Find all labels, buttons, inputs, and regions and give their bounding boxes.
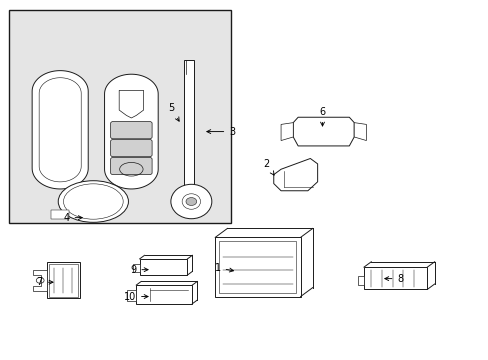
- Bar: [47, 262, 80, 298]
- Polygon shape: [32, 71, 88, 189]
- FancyBboxPatch shape: [110, 139, 152, 157]
- Ellipse shape: [182, 194, 200, 209]
- Polygon shape: [33, 270, 47, 291]
- Text: 4: 4: [63, 213, 82, 222]
- Bar: [140, 259, 187, 275]
- Bar: [49, 264, 78, 297]
- Text: 8: 8: [384, 274, 403, 284]
- Text: 3: 3: [206, 127, 235, 136]
- Polygon shape: [281, 123, 293, 140]
- Text: 9: 9: [130, 265, 148, 275]
- FancyBboxPatch shape: [110, 122, 152, 139]
- FancyBboxPatch shape: [110, 157, 152, 175]
- Polygon shape: [104, 74, 158, 189]
- Bar: [363, 267, 427, 289]
- Bar: [183, 60, 194, 185]
- Bar: [219, 241, 295, 293]
- Text: 1: 1: [214, 263, 233, 273]
- Bar: [9, 10, 231, 223]
- Text: 6: 6: [319, 107, 325, 126]
- Bar: [133, 264, 140, 272]
- Polygon shape: [293, 117, 353, 146]
- Text: 2: 2: [263, 159, 273, 175]
- Bar: [215, 237, 300, 297]
- Polygon shape: [273, 158, 317, 191]
- Bar: [357, 276, 363, 285]
- Text: 5: 5: [168, 103, 179, 121]
- Bar: [127, 290, 136, 301]
- Text: 10: 10: [123, 292, 148, 302]
- Polygon shape: [353, 123, 366, 140]
- Ellipse shape: [170, 184, 211, 219]
- Ellipse shape: [58, 181, 128, 222]
- Text: 7: 7: [37, 277, 53, 287]
- Bar: [136, 285, 192, 304]
- Bar: [51, 211, 69, 220]
- Ellipse shape: [185, 198, 196, 206]
